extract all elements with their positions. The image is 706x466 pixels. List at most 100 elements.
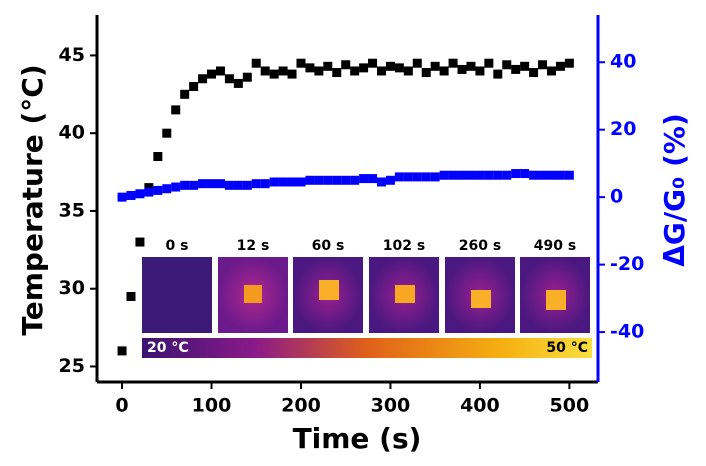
marker	[233, 180, 243, 190]
inset-label: 260 s	[459, 238, 501, 254]
marker	[493, 170, 503, 180]
marker	[529, 170, 539, 180]
marker	[403, 66, 413, 76]
marker	[233, 78, 243, 88]
x-tick-label: 500	[550, 395, 590, 417]
y-tick-label: 40	[59, 122, 85, 144]
marker	[251, 58, 261, 68]
marker	[323, 175, 333, 185]
hot-spot	[471, 290, 491, 308]
marker	[135, 189, 145, 199]
y-axis-title: Temperature (°C)	[16, 64, 49, 335]
y-tick-label: 35	[59, 199, 85, 221]
y-tick-label: 30	[59, 277, 85, 299]
colorbar-label: 20 °C	[147, 340, 189, 356]
marker	[117, 346, 127, 356]
marker	[189, 180, 199, 190]
x-tick-label: 200	[281, 395, 321, 417]
marker	[412, 172, 422, 182]
marker	[403, 172, 413, 182]
marker	[430, 172, 440, 182]
marker	[332, 68, 342, 78]
y2-axis-title: ΔG/G₀ (%)	[658, 113, 691, 267]
marker	[439, 66, 449, 76]
marker	[341, 175, 351, 185]
marker	[189, 82, 199, 92]
hot-spot	[244, 285, 262, 303]
marker	[394, 172, 404, 182]
marker	[555, 170, 565, 180]
marker	[251, 179, 261, 189]
marker	[359, 174, 369, 184]
marker	[198, 74, 208, 84]
marker	[520, 61, 530, 71]
y2-tick-label: -40	[610, 321, 644, 343]
marker	[502, 60, 512, 70]
marker	[269, 69, 279, 79]
marker	[511, 64, 521, 74]
marker	[546, 66, 556, 76]
marker	[412, 58, 422, 68]
inset-label: 102 s	[383, 238, 425, 254]
marker	[385, 61, 395, 71]
marker	[332, 175, 342, 185]
marker	[466, 61, 476, 71]
inset-label: 0 s	[166, 238, 189, 254]
marker	[359, 63, 369, 73]
marker	[421, 172, 431, 182]
marker	[180, 180, 190, 190]
marker	[457, 64, 467, 74]
marker	[305, 175, 315, 185]
colorbar-label: 50 °C	[546, 340, 588, 356]
marker	[117, 192, 127, 202]
marker	[296, 58, 306, 68]
marker	[269, 177, 279, 187]
marker	[224, 180, 234, 190]
inset-label: 60 s	[312, 238, 345, 254]
y-tick-label: 25	[59, 355, 85, 377]
y2-tick-label: 40	[610, 51, 636, 73]
marker	[323, 61, 333, 71]
marker	[314, 66, 324, 76]
marker	[475, 170, 485, 180]
marker	[368, 174, 378, 184]
marker	[207, 179, 217, 189]
marker	[466, 170, 476, 180]
marker	[162, 128, 172, 138]
marker	[350, 66, 360, 76]
series	[117, 169, 574, 202]
marker	[421, 68, 431, 78]
marker	[314, 175, 324, 185]
marker	[242, 72, 252, 82]
marker	[144, 187, 154, 197]
marker	[278, 66, 288, 76]
marker	[484, 58, 494, 68]
marker	[538, 60, 548, 70]
marker	[215, 179, 225, 189]
marker	[376, 66, 386, 76]
marker	[305, 63, 315, 73]
marker	[564, 170, 574, 180]
y2-tick-label: 0	[610, 186, 623, 208]
inset-images: 20 °C 50 °C	[142, 257, 592, 358]
marker	[368, 58, 378, 68]
marker	[126, 190, 136, 200]
marker	[341, 60, 351, 70]
marker	[153, 185, 163, 195]
marker	[180, 89, 190, 99]
hot-spot	[319, 280, 339, 300]
marker	[502, 170, 512, 180]
hot-spot	[546, 290, 566, 310]
marker	[287, 69, 297, 79]
thermal-image	[142, 257, 212, 333]
marker	[260, 179, 270, 189]
marker	[385, 175, 395, 185]
marker	[448, 170, 458, 180]
marker	[198, 179, 208, 189]
inset-label: 490 s	[534, 238, 576, 254]
marker	[376, 177, 386, 187]
marker	[493, 69, 503, 79]
marker	[448, 58, 458, 68]
y-tick-label: 45	[59, 44, 85, 66]
